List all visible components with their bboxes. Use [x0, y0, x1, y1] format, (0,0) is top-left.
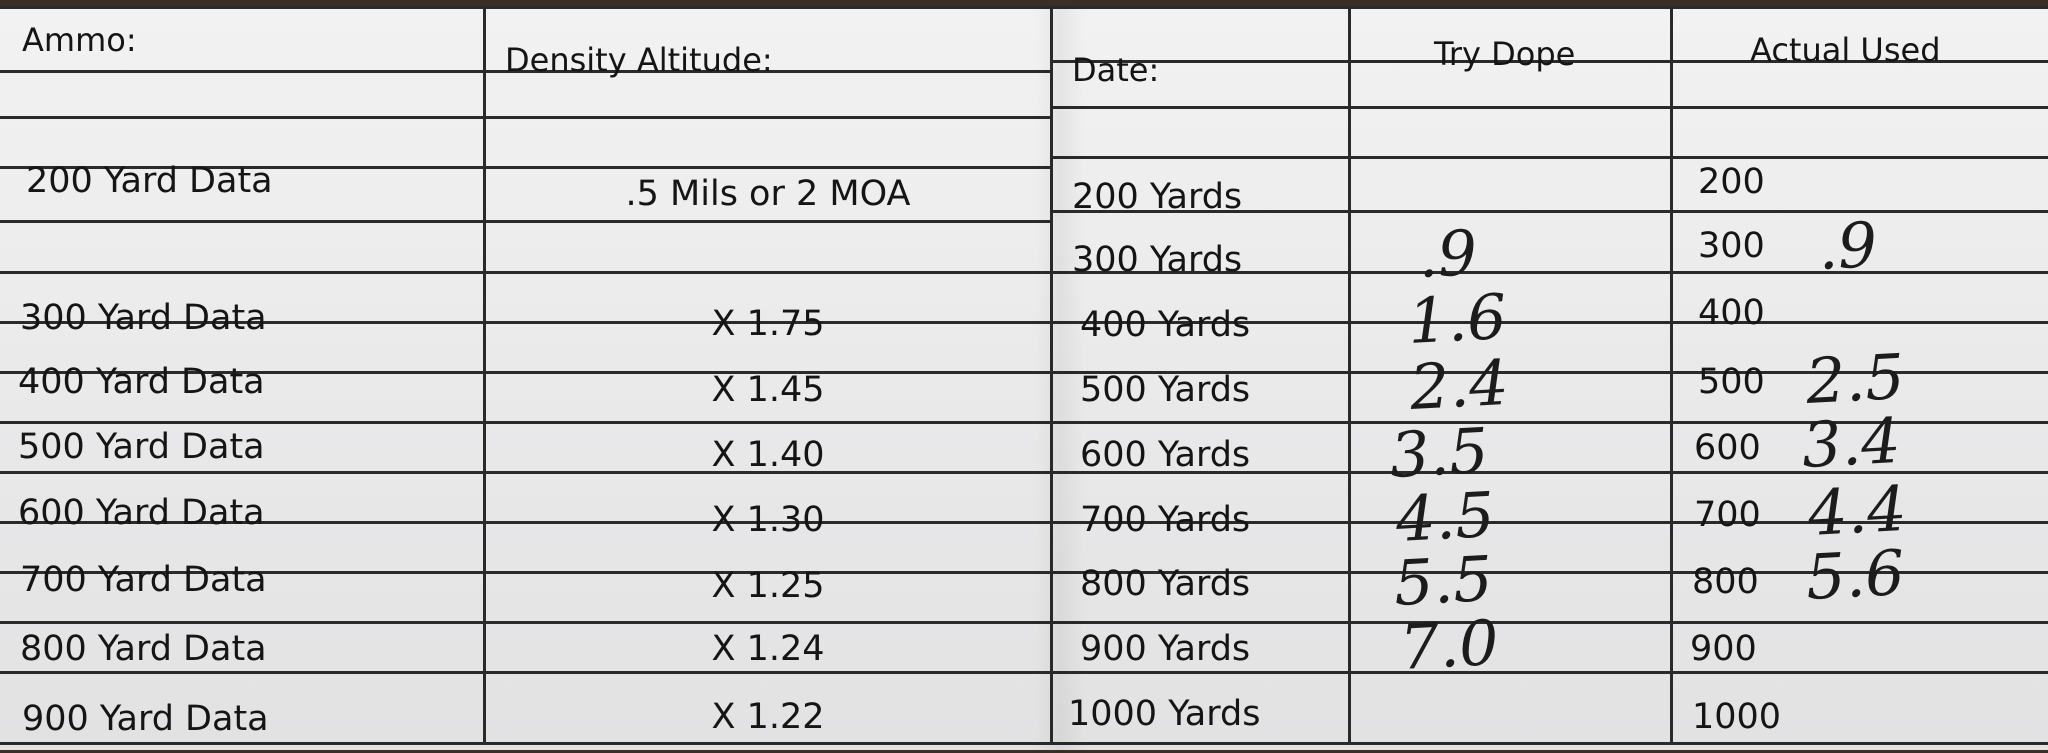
try-dope-400: 1.6 [1406, 279, 1509, 358]
yards-1000: 1000 Yards [1068, 694, 1261, 734]
try-dope-600: 3.5 [1388, 413, 1491, 492]
col-divider-4 [1670, 6, 1673, 745]
actual-label-300: 300 [1698, 226, 1765, 266]
col-divider-2 [1050, 6, 1053, 745]
try-dope-900: 7.0 [1398, 605, 1501, 684]
actual-used-600: 3.4 [1800, 403, 1903, 482]
actual-label-700: 700 [1694, 495, 1761, 535]
actual-label-400: 400 [1698, 293, 1765, 333]
actual-used-800: 5.6 [1804, 535, 1907, 614]
rule-left-3 [0, 166, 1050, 169]
try-dope-300: .9 [1416, 215, 1479, 292]
dope-card: Ammo: Density Altitude: Date: Try Dope A… [0, 6, 2048, 750]
rule-row-11 [0, 571, 2048, 574]
rule-row-12 [0, 621, 2048, 624]
yard-data-label-700: 700 Yard Data [20, 560, 267, 600]
header-try-dope: Try Dope [1434, 35, 1576, 73]
yards-900: 900 Yards [1080, 629, 1251, 669]
actual-label-500: 500 [1698, 362, 1765, 402]
yard-data-label-800: 800 Yard Data [20, 629, 267, 669]
rule-row-6 [0, 321, 2048, 324]
multiplier-300: X 1.75 [711, 304, 825, 344]
actual-used-300: .9 [1816, 207, 1879, 284]
multiplier-700: X 1.25 [711, 566, 825, 606]
rule-row-9 [0, 471, 2048, 474]
rule-right-1 [1050, 60, 2048, 63]
rule-row-13 [0, 671, 2048, 674]
yards-300: 300 Yards [1072, 240, 1243, 280]
rule-left-1 [0, 70, 1050, 73]
multiplier-500: X 1.40 [711, 435, 825, 475]
rule-row-7 [0, 371, 2048, 374]
rule-row-8 [0, 421, 2048, 424]
yard-data-label-300: 300 Yard Data [20, 298, 267, 338]
rule-top [0, 6, 2048, 9]
header-date: Date: [1072, 51, 1160, 89]
multiplier-600: X 1.30 [711, 500, 825, 540]
yard-data-label-500: 500 Yard Data [18, 427, 265, 467]
yard-data-label-900: 900 Yard Data [22, 699, 269, 739]
rule-row-10 [0, 521, 2048, 524]
yard-data-label-600: 600 Yard Data [18, 493, 265, 533]
rule-row-5 [0, 271, 2048, 274]
col-divider-1 [483, 6, 486, 745]
rule-left-4 [0, 220, 1050, 223]
yards-500: 500 Yards [1080, 370, 1251, 410]
yards-700: 700 Yards [1080, 500, 1251, 540]
header-actual-used: Actual Used [1750, 31, 1941, 69]
try-dope-500: 2.4 [1408, 345, 1511, 424]
multiplier-900: X 1.22 [711, 697, 825, 737]
rule-right-4 [1050, 210, 2048, 213]
actual-label-200: 200 [1698, 162, 1765, 202]
multiplier-200: .5 Mils or 2 MOA [625, 174, 911, 214]
try-dope-800: 5.5 [1392, 541, 1495, 620]
yards-600: 600 Yards [1080, 435, 1251, 475]
multiplier-800: X 1.24 [711, 629, 825, 669]
rule-left-2 [0, 116, 1050, 119]
actual-label-600: 600 [1694, 428, 1761, 468]
actual-label-900: 900 [1690, 629, 1757, 669]
rule-bottom [0, 742, 2048, 745]
header-ammo: Ammo: [22, 21, 137, 59]
actual-label-1000: 1000 [1692, 697, 1782, 737]
yards-200: 200 Yards [1072, 177, 1243, 217]
header-density-altitude: Density Altitude: [505, 41, 773, 79]
rule-right-3 [1050, 156, 2048, 159]
yard-data-label-200: 200 Yard Data [26, 161, 273, 201]
yards-400: 400 Yards [1080, 305, 1251, 345]
rule-right-2 [1050, 106, 2048, 109]
actual-label-800: 800 [1692, 562, 1759, 602]
yard-data-label-400: 400 Yard Data [18, 362, 265, 402]
col-divider-3 [1348, 6, 1351, 745]
multiplier-400: X 1.45 [711, 370, 825, 410]
yards-800: 800 Yards [1080, 564, 1251, 604]
